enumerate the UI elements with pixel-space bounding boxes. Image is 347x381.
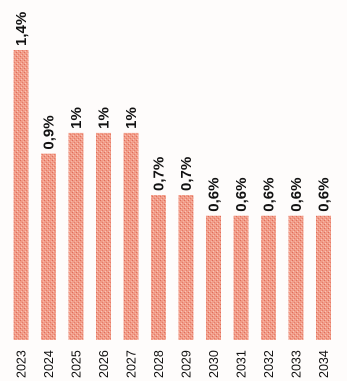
bar-2033 (288, 215, 304, 340)
year-label-2034: 2034 (317, 350, 331, 378)
value-label-2026: 1% (96, 107, 113, 129)
bar-2031 (233, 215, 249, 340)
value-label-2024: 0,9% (41, 115, 58, 149)
year-label-2033: 2033 (290, 350, 304, 378)
bar-2029 (178, 195, 194, 340)
value-label-2034: 0,6% (316, 177, 333, 211)
year-label-2024: 2024 (42, 350, 56, 378)
value-label-2033: 0,6% (288, 177, 305, 211)
value-label-2032: 0,6% (261, 177, 278, 211)
year-label-2029: 2029 (180, 350, 194, 378)
value-label-2030: 0,6% (206, 177, 223, 211)
bar-2030 (206, 215, 221, 340)
year-label-2027: 2027 (125, 350, 139, 378)
year-label-2030: 2030 (207, 350, 221, 378)
year-label-2028: 2028 (152, 350, 166, 378)
bar-2027 (123, 132, 139, 340)
bar-2023 (13, 50, 29, 340)
value-labels-layer: 1,4% 0,9% 1% 1% 1% 0,7% 0,7% 0,6% 0,6% 0,6% 0,6% 0,… (13, 12, 333, 212)
bars-layer (13, 50, 331, 340)
bar-2026 (96, 132, 111, 340)
value-label-2023: 1,4% (13, 12, 30, 46)
bar-2025 (68, 132, 84, 340)
year-label-2023: 2023 (15, 350, 29, 378)
bar-2032 (261, 215, 276, 340)
year-labels-layer: 2023 2024 2025 2026 2027 2028 2029 2030 2031 2032… (15, 350, 332, 378)
value-label-2027: 1% (123, 107, 140, 129)
bar-2028 (151, 195, 166, 340)
bar-2034 (316, 215, 331, 340)
bar-2024 (41, 153, 56, 340)
value-label-2025: 1% (68, 107, 85, 129)
year-label-2031: 2031 (235, 350, 249, 378)
year-label-2025: 2025 (70, 350, 84, 378)
year-label-2026: 2026 (97, 350, 111, 378)
value-label-2028: 0,7% (151, 157, 168, 191)
value-label-2031: 0,6% (233, 177, 250, 211)
year-label-2032: 2032 (262, 350, 276, 378)
value-label-2029: 0,7% (178, 157, 195, 191)
